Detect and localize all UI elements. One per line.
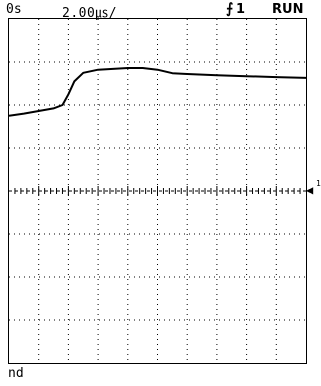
channel-1-waveform: [8, 67, 307, 117]
waveform-graticule: [8, 19, 307, 363]
oscilloscope-display[interactable]: [8, 18, 307, 364]
channel-1-reference-marker-icon[interactable]: ◀: [306, 183, 314, 197]
trigger-channel-label: 1: [236, 2, 246, 17]
time-offset-readout: 0s: [6, 2, 22, 17]
run-status-indicator[interactable]: RUN: [272, 2, 304, 17]
status-header: 0s 2.00㎲/ ⨍ 1 RUN: [0, 0, 321, 21]
channel-1-marker-label: 1: [316, 179, 321, 188]
status-message: nd: [8, 366, 24, 381]
trigger-edge-icon: ⨍: [226, 1, 234, 17]
timebase-readout[interactable]: 2.00㎲/: [62, 6, 118, 21]
